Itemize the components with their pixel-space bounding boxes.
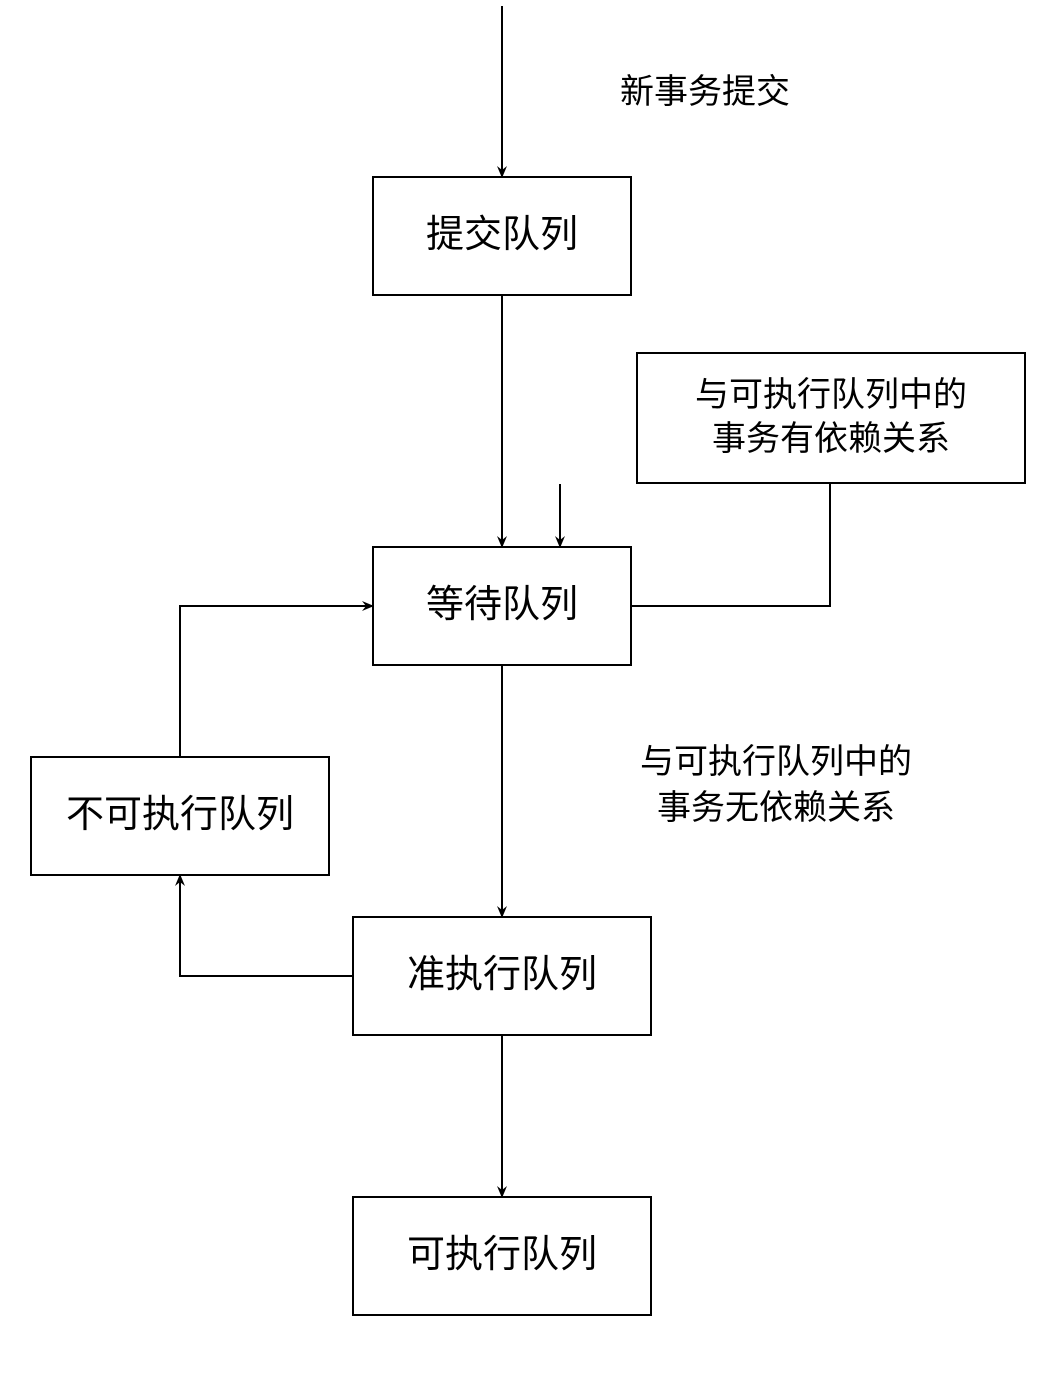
edge-wait-to-depbox: [632, 484, 830, 606]
edges-layer: [0, 0, 1045, 1381]
edge-nonexec-to-wait: [180, 606, 372, 756]
edge-preexec-to-nonexec: [180, 876, 352, 976]
